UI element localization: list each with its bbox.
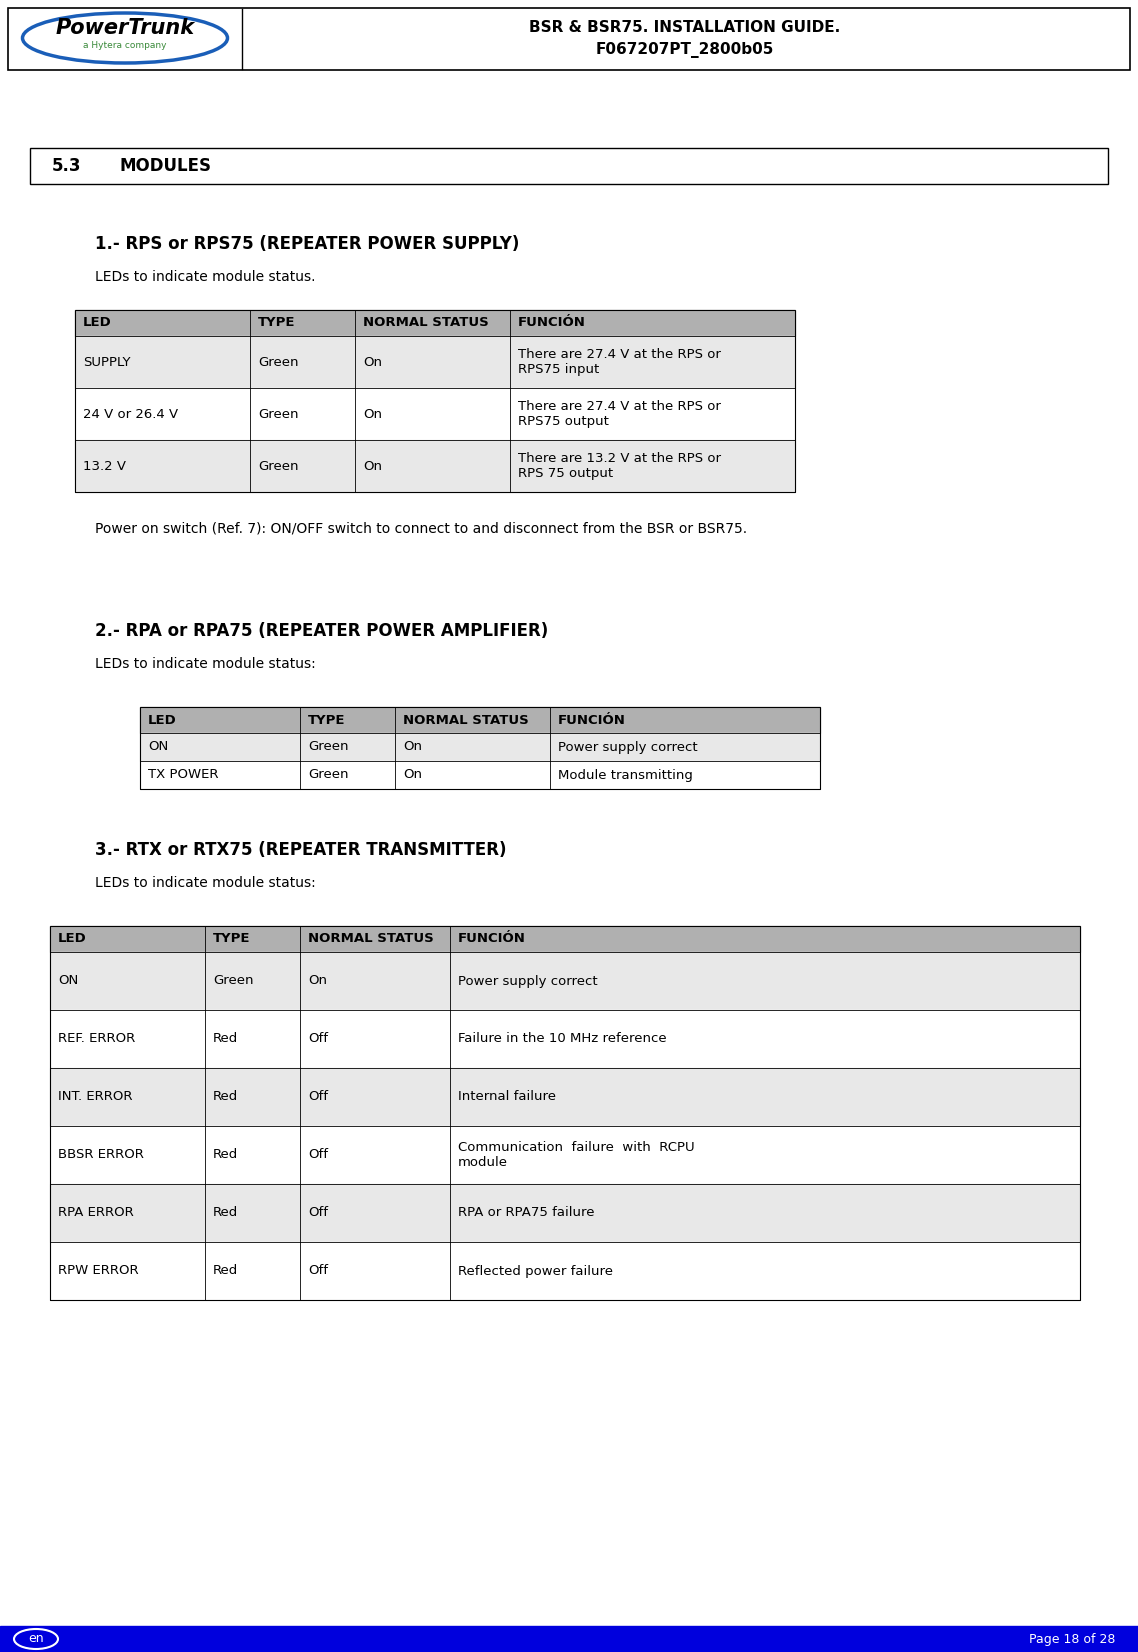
Text: Green: Green	[213, 975, 254, 988]
Text: 5.3: 5.3	[52, 157, 82, 175]
Text: Green: Green	[308, 768, 348, 781]
Text: Green: Green	[308, 740, 348, 753]
Text: There are 27.4 V at the RPS or: There are 27.4 V at the RPS or	[518, 400, 720, 413]
Text: INT. ERROR: INT. ERROR	[58, 1090, 132, 1104]
Bar	[8, 8, 1130, 69]
Bar	[75, 335, 795, 388]
Text: LEDs to indicate module status:: LEDs to indicate module status:	[94, 876, 315, 890]
Text: Power supply correct: Power supply correct	[457, 975, 597, 988]
Text: Communication  failure  with  RCPU: Communication failure with RCPU	[457, 1142, 694, 1155]
Text: Off: Off	[308, 1206, 328, 1219]
Text: Green: Green	[258, 355, 298, 368]
Text: Internal failure: Internal failure	[457, 1090, 556, 1104]
Text: TYPE: TYPE	[308, 714, 346, 727]
Text: module: module	[457, 1156, 508, 1170]
Bar	[50, 1127, 1080, 1184]
Text: Off: Off	[308, 1264, 328, 1277]
Text: FUNCIÓN: FUNCIÓN	[518, 317, 586, 329]
Bar	[50, 927, 1080, 952]
Text: On: On	[363, 408, 382, 421]
Text: Green: Green	[258, 459, 298, 472]
Text: LED: LED	[148, 714, 176, 727]
Text: SUPPLY: SUPPLY	[83, 355, 131, 368]
Text: Red: Red	[213, 1148, 238, 1161]
Bar	[140, 733, 820, 762]
Text: Green: Green	[258, 408, 298, 421]
Bar	[50, 952, 1080, 1009]
Bar	[140, 707, 820, 790]
Text: Off: Off	[308, 1148, 328, 1161]
Text: TYPE: TYPE	[213, 932, 250, 945]
Text: RPS75 output: RPS75 output	[518, 415, 609, 428]
Text: ON: ON	[58, 975, 79, 988]
Bar	[75, 439, 795, 492]
Bar	[75, 311, 795, 335]
Bar	[50, 1009, 1080, 1067]
Text: MODULES: MODULES	[119, 157, 212, 175]
Bar	[140, 707, 820, 733]
Text: LEDs to indicate module status.: LEDs to indicate module status.	[94, 269, 315, 284]
Text: en: en	[28, 1632, 43, 1645]
Text: TX POWER: TX POWER	[148, 768, 218, 781]
Text: PowerTrunk: PowerTrunk	[56, 18, 195, 38]
Text: Page 18 of 28: Page 18 of 28	[1029, 1632, 1115, 1645]
Bar	[50, 1067, 1080, 1127]
Text: RPA or RPA75 failure: RPA or RPA75 failure	[457, 1206, 594, 1219]
Text: Red: Red	[213, 1264, 238, 1277]
Text: Red: Red	[213, 1206, 238, 1219]
Text: FUNCIÓN: FUNCIÓN	[457, 932, 526, 945]
Text: RPS 75 output: RPS 75 output	[518, 468, 613, 481]
Bar	[30, 149, 1108, 183]
Bar	[50, 1242, 1080, 1300]
Text: 24 V or 26.4 V: 24 V or 26.4 V	[83, 408, 179, 421]
Text: Off: Off	[308, 1032, 328, 1046]
Bar	[75, 311, 795, 492]
Text: Red: Red	[213, 1090, 238, 1104]
Text: NORMAL STATUS: NORMAL STATUS	[363, 317, 488, 329]
Text: LED: LED	[58, 932, 86, 945]
Bar	[0, 1626, 1138, 1652]
Text: On: On	[403, 768, 422, 781]
Text: There are 27.4 V at the RPS or: There are 27.4 V at the RPS or	[518, 349, 720, 362]
Text: On: On	[363, 355, 382, 368]
Text: BBSR ERROR: BBSR ERROR	[58, 1148, 143, 1161]
Text: On: On	[363, 459, 382, 472]
Text: RPA ERROR: RPA ERROR	[58, 1206, 134, 1219]
Text: Off: Off	[308, 1090, 328, 1104]
Text: NORMAL STATUS: NORMAL STATUS	[403, 714, 529, 727]
Text: LEDs to indicate module status:: LEDs to indicate module status:	[94, 657, 315, 671]
Text: NORMAL STATUS: NORMAL STATUS	[308, 932, 434, 945]
Text: Power supply correct: Power supply correct	[558, 740, 698, 753]
Text: F067207PT_2800b05: F067207PT_2800b05	[596, 41, 774, 58]
Text: TYPE: TYPE	[258, 317, 296, 329]
Text: Module transmitting: Module transmitting	[558, 768, 693, 781]
Text: On: On	[403, 740, 422, 753]
Text: REF. ERROR: REF. ERROR	[58, 1032, 135, 1046]
Bar	[50, 1184, 1080, 1242]
Text: There are 13.2 V at the RPS or: There are 13.2 V at the RPS or	[518, 453, 721, 464]
Text: 2.- RPA or RPA75 (REPEATER POWER AMPLIFIER): 2.- RPA or RPA75 (REPEATER POWER AMPLIFI…	[94, 623, 549, 639]
Text: ON: ON	[148, 740, 168, 753]
Bar	[50, 927, 1080, 1300]
Text: 3.- RTX or RTX75 (REPEATER TRANSMITTER): 3.- RTX or RTX75 (REPEATER TRANSMITTER)	[94, 841, 506, 859]
Text: Red: Red	[213, 1032, 238, 1046]
Text: BSR & BSR75. INSTALLATION GUIDE.: BSR & BSR75. INSTALLATION GUIDE.	[529, 20, 841, 35]
Text: 1.- RPS or RPS75 (REPEATER POWER SUPPLY): 1.- RPS or RPS75 (REPEATER POWER SUPPLY)	[94, 235, 519, 253]
Text: Reflected power failure: Reflected power failure	[457, 1264, 613, 1277]
Text: 13.2 V: 13.2 V	[83, 459, 126, 472]
Text: On: On	[308, 975, 327, 988]
Text: RPW ERROR: RPW ERROR	[58, 1264, 139, 1277]
Text: a Hytera company: a Hytera company	[83, 41, 167, 50]
Text: Failure in the 10 MHz reference: Failure in the 10 MHz reference	[457, 1032, 667, 1046]
Bar	[140, 762, 820, 790]
Text: RPS75 input: RPS75 input	[518, 363, 600, 377]
Text: FUNCIÓN: FUNCIÓN	[558, 714, 626, 727]
Bar	[75, 388, 795, 439]
Text: Power on switch (Ref. 7): ON/OFF switch to connect to and disconnect from the BS: Power on switch (Ref. 7): ON/OFF switch …	[94, 522, 748, 535]
Text: LED: LED	[83, 317, 112, 329]
